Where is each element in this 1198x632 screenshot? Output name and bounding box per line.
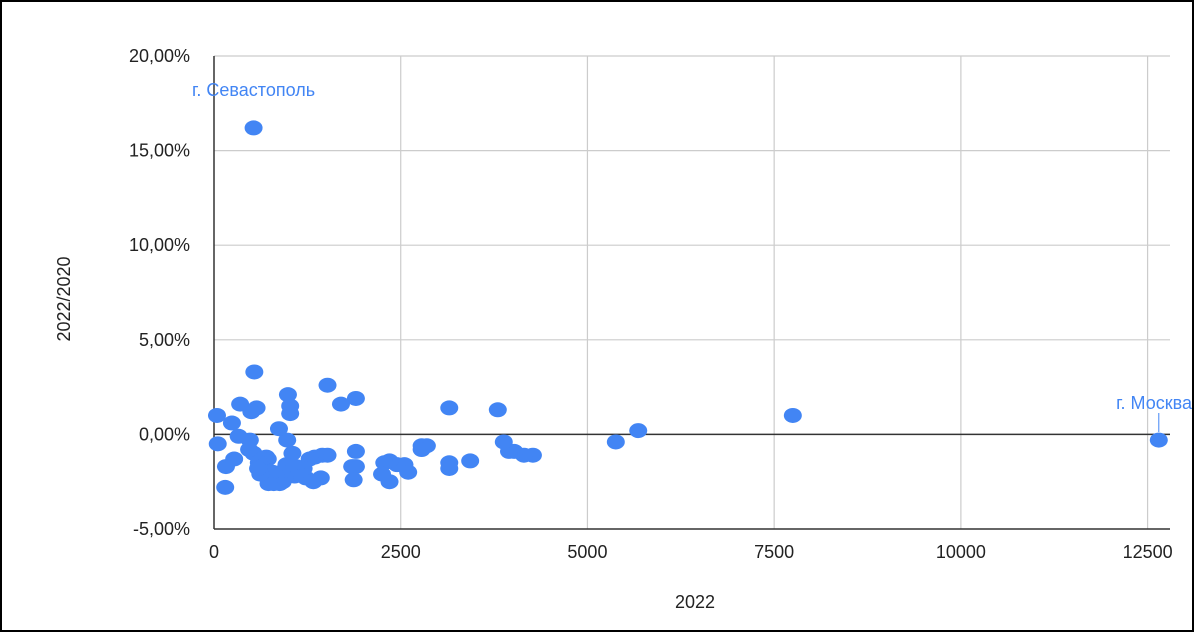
data-point bbox=[343, 459, 362, 475]
x-tick-label: 10000 bbox=[936, 542, 986, 562]
data-point bbox=[278, 432, 297, 448]
gridlines bbox=[214, 55, 1170, 529]
y-axis-title: 2022/2020 bbox=[54, 256, 74, 341]
data-point bbox=[344, 472, 363, 488]
data-point bbox=[216, 459, 235, 475]
tick-labels: 0 2500 5000 7500 10000 12500 -5,00% 0,00% 5,00% 1… bbox=[129, 46, 1173, 562]
data-point bbox=[1149, 432, 1168, 448]
data-point bbox=[494, 434, 513, 450]
x-tick-label: 2500 bbox=[381, 542, 421, 562]
data-point bbox=[488, 402, 507, 418]
data-point bbox=[629, 423, 648, 439]
data-point bbox=[440, 400, 459, 416]
data-point bbox=[207, 407, 226, 423]
y-tick-label: 0,00% bbox=[139, 424, 190, 444]
data-point bbox=[412, 442, 431, 458]
data-point bbox=[222, 415, 241, 431]
data-point bbox=[346, 390, 365, 406]
data-point bbox=[606, 434, 625, 450]
data-point bbox=[331, 396, 350, 412]
y-tick-label: -5,00% bbox=[133, 519, 190, 539]
data-point bbox=[245, 364, 264, 380]
data-point bbox=[783, 407, 802, 423]
x-tick-label: 5000 bbox=[567, 542, 607, 562]
x-axis-title: 2022 bbox=[675, 592, 715, 612]
data-point bbox=[249, 460, 268, 476]
data-point bbox=[269, 421, 288, 437]
data-point bbox=[278, 387, 297, 403]
y-tick-label: 10,00% bbox=[129, 235, 190, 255]
point-annotation: г. Москва bbox=[1116, 393, 1193, 413]
data-point bbox=[240, 442, 259, 458]
data-point bbox=[373, 466, 392, 482]
data-point bbox=[216, 479, 235, 495]
y-tick-label: 5,00% bbox=[139, 330, 190, 350]
y-tick-label: 15,00% bbox=[129, 141, 190, 161]
x-tick-label: 0 bbox=[209, 542, 219, 562]
point-annotation: г. Севастополь bbox=[192, 80, 315, 100]
data-point bbox=[461, 453, 480, 469]
data-point bbox=[208, 436, 227, 452]
data-point bbox=[244, 120, 263, 136]
data-point bbox=[346, 443, 365, 459]
y-tick-label: 20,00% bbox=[129, 46, 190, 66]
data-point bbox=[281, 406, 300, 422]
data-point bbox=[375, 455, 394, 471]
x-tick-label: 7500 bbox=[754, 542, 794, 562]
data-point bbox=[229, 428, 248, 444]
data-point bbox=[231, 396, 250, 412]
data-point bbox=[283, 445, 302, 461]
annotations: г. Севастополь г. Москва bbox=[192, 80, 1193, 433]
data-point bbox=[440, 460, 459, 476]
x-tick-label: 12500 bbox=[1123, 542, 1173, 562]
data-point bbox=[318, 377, 337, 393]
data-points bbox=[207, 120, 1168, 495]
